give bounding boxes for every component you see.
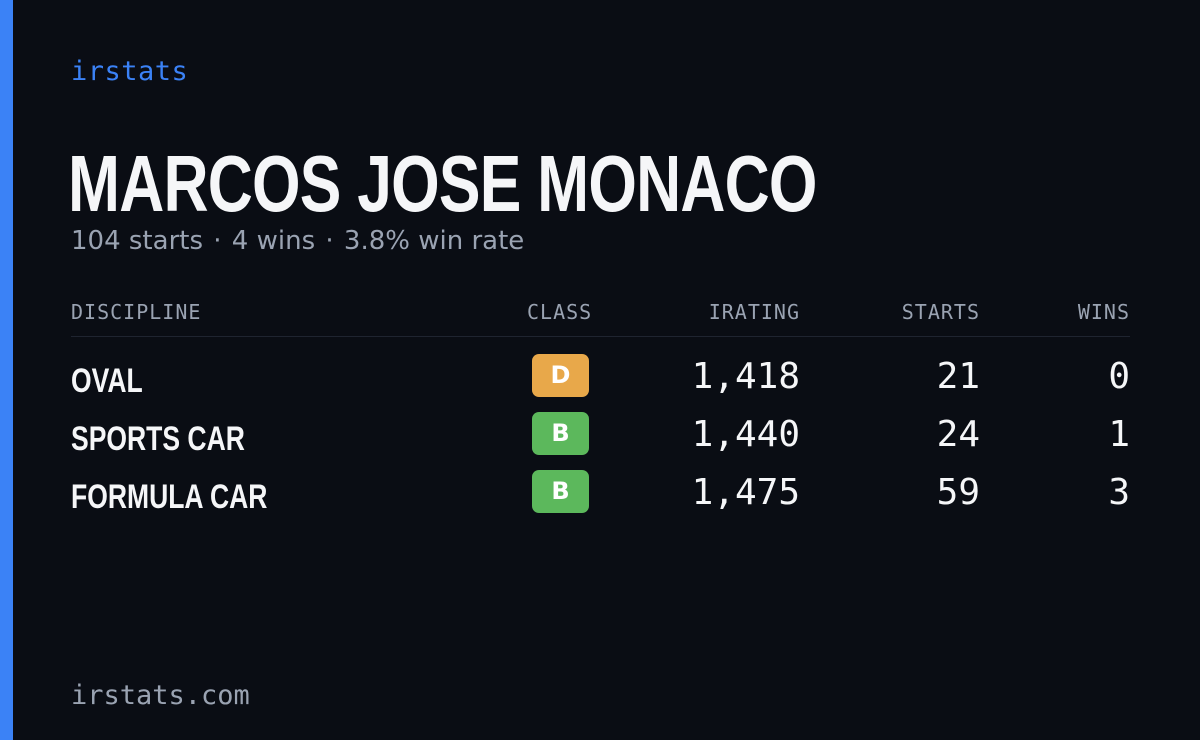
player-summary: 104 starts · 4 wins · 3.8% win rate xyxy=(71,226,524,256)
header-wins: WINS xyxy=(1077,300,1130,324)
header-class: CLASS xyxy=(527,300,593,324)
wins-summary: 4 wins xyxy=(231,226,316,256)
starts-value: 59 xyxy=(936,472,980,513)
discipline-name: OVAL xyxy=(71,362,143,400)
irating-value: 1,475 xyxy=(691,472,800,513)
separator: · xyxy=(325,226,334,256)
irating-value: 1,418 xyxy=(691,356,800,397)
discipline-name: FORMULA CAR xyxy=(71,478,268,516)
separator: · xyxy=(213,226,222,256)
accent-bar xyxy=(0,0,13,740)
table-header: DISCIPLINE CLASS IRATING STARTS WINS xyxy=(71,300,1130,337)
irating-value: 1,440 xyxy=(691,414,800,455)
table-row: FORMULA CAR B 1,475 59 3 xyxy=(71,470,1130,520)
header-discipline: DISCIPLINE xyxy=(71,300,202,324)
class-badge: B xyxy=(532,470,589,513)
footer-domain[interactable]: irstats.com xyxy=(71,680,250,711)
brand-logo: irstats xyxy=(71,56,189,87)
table-row: OVAL D 1,418 21 0 xyxy=(71,354,1130,404)
starts-value: 21 xyxy=(936,356,980,397)
wins-value: 0 xyxy=(1108,356,1130,397)
header-starts: STARTS xyxy=(901,300,980,324)
player-name: MARCOS JOSE MONACO xyxy=(68,139,817,228)
class-badge: B xyxy=(532,412,589,455)
starts-value: 24 xyxy=(936,414,980,455)
table-row: SPORTS CAR B 1,440 24 1 xyxy=(71,412,1130,462)
wins-value: 1 xyxy=(1108,414,1130,455)
starts-summary: 104 starts xyxy=(71,226,203,256)
win-rate-summary: 3.8% win rate xyxy=(343,226,525,256)
discipline-name: SPORTS CAR xyxy=(71,420,245,458)
class-badge: D xyxy=(532,354,589,397)
wins-value: 3 xyxy=(1108,472,1130,513)
header-irating: IRATING xyxy=(708,300,800,324)
